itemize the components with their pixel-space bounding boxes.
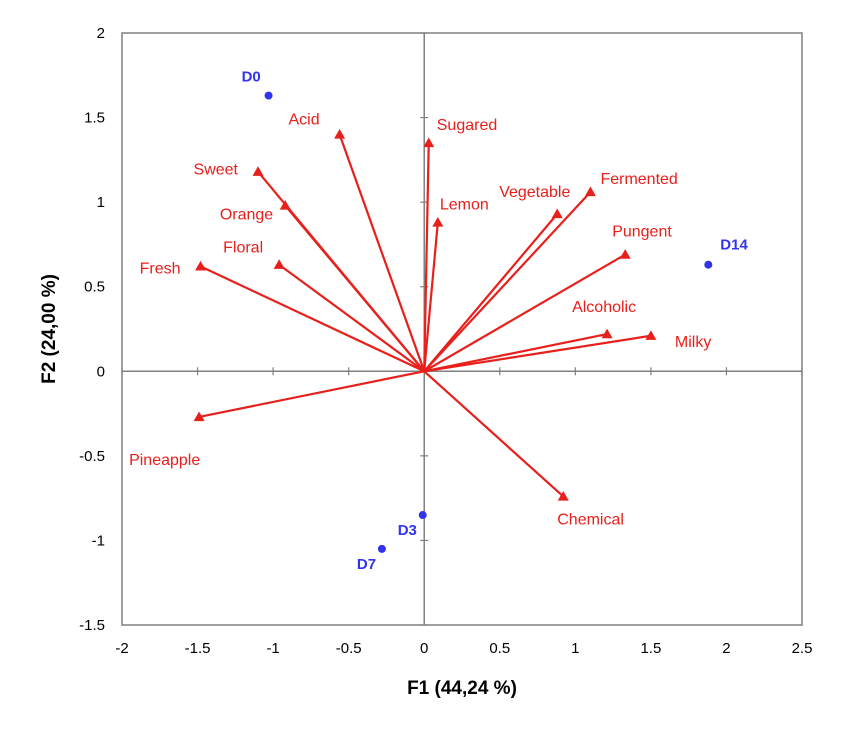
observation-label-d14: D14	[720, 237, 748, 254]
observation-label-d7: D7	[357, 556, 376, 573]
vector-marker-fresh	[195, 260, 207, 271]
variable-label-fermented: Fermented	[600, 171, 677, 188]
vector-lemon	[423, 222, 439, 372]
x-axis-title: F1 (44,24 %)	[407, 678, 517, 699]
x-tick-label: 2.5	[792, 640, 813, 657]
vector-marker-pungent	[619, 249, 631, 259]
y-ticks: 2 1.5 1 0.5 0 -0.5 -1 -1.5	[79, 25, 429, 634]
x-tick-label: -2	[115, 640, 128, 657]
vector-marker-sugared	[423, 137, 435, 148]
vector-marker-alcoholic	[601, 328, 613, 339]
x-tick-label: 0	[420, 640, 428, 657]
vector-marker-vegetable	[551, 208, 563, 219]
variable-label-sugared: Sugared	[437, 117, 498, 134]
variable-label-pungent: Pungent	[612, 224, 672, 241]
vector-marker-fermented	[584, 186, 596, 197]
y-tick-label: 2	[97, 25, 105, 42]
vector-fermented	[423, 191, 592, 373]
observation-point-d0	[264, 91, 273, 100]
y-tick-label: 1.5	[84, 110, 105, 127]
x-tick-label: -1.5	[185, 640, 211, 657]
y-axis-title: F2 (24,00 %)	[39, 274, 60, 384]
vector-orange	[284, 204, 426, 372]
vector-marker-lemon	[432, 216, 444, 227]
vector-marker-floral	[273, 259, 285, 269]
observation-point-d7	[377, 544, 386, 553]
vector-chemical	[423, 370, 564, 498]
y-tick-label: -1	[92, 532, 105, 549]
observation-point-d14	[704, 260, 713, 269]
y-tick-label: -1.5	[79, 617, 105, 634]
vector-milky	[424, 334, 652, 373]
observation-points: D0 D14 D3 D7	[242, 69, 749, 573]
vector-pineapple	[198, 370, 425, 419]
variable-label-milky: Milky	[675, 334, 711, 351]
vector-acid	[338, 134, 426, 372]
vector-marker-pineapple	[193, 411, 205, 422]
variable-label-fresh: Fresh	[140, 260, 181, 277]
variable-label-pineapple: Pineapple	[129, 452, 200, 469]
variable-label-chemical: Chemical	[557, 511, 624, 528]
variable-vectors: Acid Sugared Sweet Orange Lemon Vegetable Ferm…	[129, 111, 711, 528]
vector-alcoholic	[424, 332, 608, 373]
x-ticks: -2 -1.5 -1 -0.5 0 0.5 1 1.5 2 2.5	[115, 367, 812, 657]
observation-label-d0: D0	[242, 69, 261, 86]
x-tick-label: 2	[722, 640, 730, 657]
vector-marker-orange	[279, 200, 291, 210]
vector-marker-sweet	[252, 166, 264, 176]
x-tick-label: 0.5	[489, 640, 510, 657]
vector-marker-milky	[645, 330, 657, 340]
x-tick-label: 1	[571, 640, 579, 657]
variable-label-alcoholic: Alcoholic	[572, 299, 636, 316]
x-tick-label: -1	[266, 640, 279, 657]
y-tick-label: 0.5	[84, 279, 105, 296]
vector-marker-acid	[334, 128, 346, 139]
vector-pungent	[423, 253, 626, 373]
vector-floral	[278, 263, 425, 373]
x-tick-label: -0.5	[336, 640, 362, 657]
variable-label-acid: Acid	[288, 111, 319, 128]
vector-marker-chemical	[557, 490, 569, 501]
variable-label-sweet: Sweet	[194, 162, 239, 179]
vector-vegetable	[423, 213, 559, 372]
variable-label-lemon: Lemon	[440, 196, 489, 213]
observation-label-d3: D3	[398, 522, 417, 539]
y-tick-label: 0	[97, 363, 105, 380]
variable-label-vegetable: Vegetable	[499, 184, 570, 201]
y-tick-label: -0.5	[79, 448, 105, 465]
vector-sugared	[423, 142, 430, 372]
variable-label-floral: Floral	[223, 240, 263, 257]
y-tick-label: 1	[97, 194, 105, 211]
x-tick-label: 1.5	[640, 640, 661, 657]
observation-point-d3	[418, 511, 427, 520]
vector-fresh	[200, 265, 425, 373]
variable-label-orange: Orange	[220, 207, 273, 224]
